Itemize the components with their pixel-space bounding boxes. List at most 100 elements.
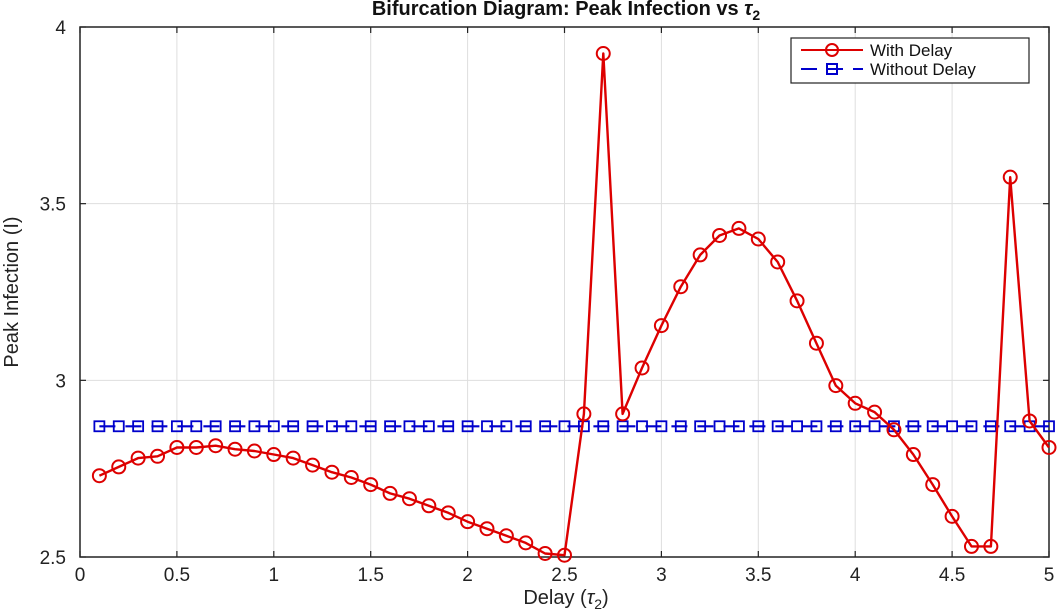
data-point-without-delay (170, 420, 183, 433)
data-point-with-delay (1002, 169, 1018, 185)
y-tick-label: 3 (55, 371, 66, 392)
data-point-with-delay (305, 457, 321, 473)
data-point-without-delay (519, 420, 532, 433)
legend-marker-without-delay (826, 63, 838, 75)
data-point-with-delay (285, 450, 301, 466)
data-point-with-delay (925, 477, 941, 493)
data-point-without-delay (422, 420, 435, 433)
data-point-without-delay (93, 420, 106, 433)
data-point-without-delay (868, 420, 881, 433)
data-point-with-delay (770, 254, 786, 270)
data-point-without-delay (926, 420, 939, 433)
data-point-with-delay (789, 293, 805, 309)
series-with-delay (91, 46, 1057, 563)
chart-title-symbol: τ (744, 0, 754, 20)
chart-title: Bifurcation Diagram: Peak Infection vs τ… (372, 0, 761, 23)
chart-title-subscript: 2 (752, 7, 760, 23)
data-point-with-delay (343, 470, 359, 485)
data-point-with-delay (867, 404, 883, 420)
data-point-with-delay (246, 443, 262, 459)
data-point-without-delay (907, 420, 920, 433)
data-point-without-delay (946, 420, 958, 433)
data-point-without-delay (209, 420, 222, 433)
x-tick-label: 3.5 (745, 565, 771, 586)
x-axis-label-suffix: ) (602, 587, 609, 609)
data-point-with-delay (208, 438, 224, 454)
x-tick-label: 3 (656, 565, 667, 586)
data-point-with-delay (828, 378, 844, 394)
x-tick-label: 1 (269, 565, 280, 586)
legend: With Delay Without Delay (790, 37, 1030, 84)
data-point-with-delay (847, 395, 863, 411)
data-point-with-delay (750, 231, 766, 247)
data-point-without-delay (287, 420, 300, 433)
x-axis-label: Delay (τ2) (523, 587, 608, 611)
legend-marker-with-delay (825, 43, 839, 57)
data-point-without-delay (326, 420, 338, 433)
data-point-without-delay (151, 420, 164, 433)
data-point-without-delay (771, 420, 784, 433)
data-point-without-delay (849, 420, 862, 433)
data-point-with-delay (401, 491, 417, 507)
data-point-without-delay (229, 420, 241, 433)
data-point-without-delay (442, 420, 455, 433)
x-tick-label: 5 (1044, 565, 1055, 586)
x-tick-label: 4.5 (939, 565, 965, 586)
data-point-without-delay (306, 420, 319, 433)
data-point-without-delay (829, 420, 842, 433)
data-point-with-delay (227, 441, 243, 457)
data-point-with-delay (905, 447, 921, 463)
y-tick-label: 3.5 (40, 195, 66, 216)
data-point-with-delay (266, 447, 282, 463)
data-point-with-delay (188, 439, 204, 455)
data-point-with-delay (130, 450, 146, 466)
data-point-with-delay (382, 485, 398, 501)
data-point-without-delay (403, 420, 416, 433)
data-point-with-delay (498, 528, 514, 544)
data-point-with-delay (363, 477, 379, 493)
data-point-with-delay (692, 247, 708, 263)
data-point-without-delay (733, 420, 745, 433)
x-tick-label: 2.5 (551, 565, 577, 586)
y-axis-label: Peak Infection (I) (1, 216, 23, 367)
x-tick-label: 1.5 (357, 565, 383, 586)
data-point-without-delay (132, 420, 145, 433)
data-point-with-delay (324, 464, 340, 480)
series-without-delay (93, 420, 1055, 433)
legend-label-with-delay: With Delay (870, 41, 953, 60)
y-tick-label: 4 (55, 18, 66, 39)
series-line-with-delay (98, 52, 1050, 557)
x-tick-label: 0 (75, 565, 86, 586)
data-point-without-delay (791, 420, 803, 433)
data-point-without-delay (1004, 420, 1017, 433)
data-point-without-delay (984, 420, 997, 433)
data-point-without-delay (190, 420, 203, 433)
data-point-with-delay (731, 220, 747, 236)
data-point-without-delay (965, 420, 978, 433)
data-point-with-delay (634, 360, 650, 376)
data-point-with-delay (983, 538, 999, 554)
data-point-without-delay (694, 420, 707, 433)
data-point-with-delay (712, 227, 728, 243)
data-point-with-delay (91, 468, 107, 484)
data-point-with-delay (963, 538, 979, 554)
data-point-without-delay (810, 420, 823, 433)
grid-layer (80, 27, 1049, 557)
data-point-with-delay (421, 498, 437, 514)
data-point-with-delay (150, 448, 166, 464)
data-point-without-delay (1043, 420, 1055, 433)
series-layer (91, 46, 1057, 563)
data-point-with-delay (615, 406, 631, 422)
data-point-without-delay (481, 420, 493, 433)
data-point-without-delay (752, 420, 765, 433)
data-point-with-delay (1022, 413, 1038, 429)
y-tick-label: 2.5 (40, 548, 66, 569)
x-axis-label-subscript: 2 (594, 596, 602, 611)
data-point-with-delay (944, 508, 960, 524)
data-point-without-delay (345, 420, 358, 433)
data-point-without-delay (461, 420, 474, 433)
data-point-with-delay (518, 535, 534, 551)
data-point-with-delay (169, 439, 185, 455)
legend-label-without-delay: Without Delay (870, 60, 976, 79)
